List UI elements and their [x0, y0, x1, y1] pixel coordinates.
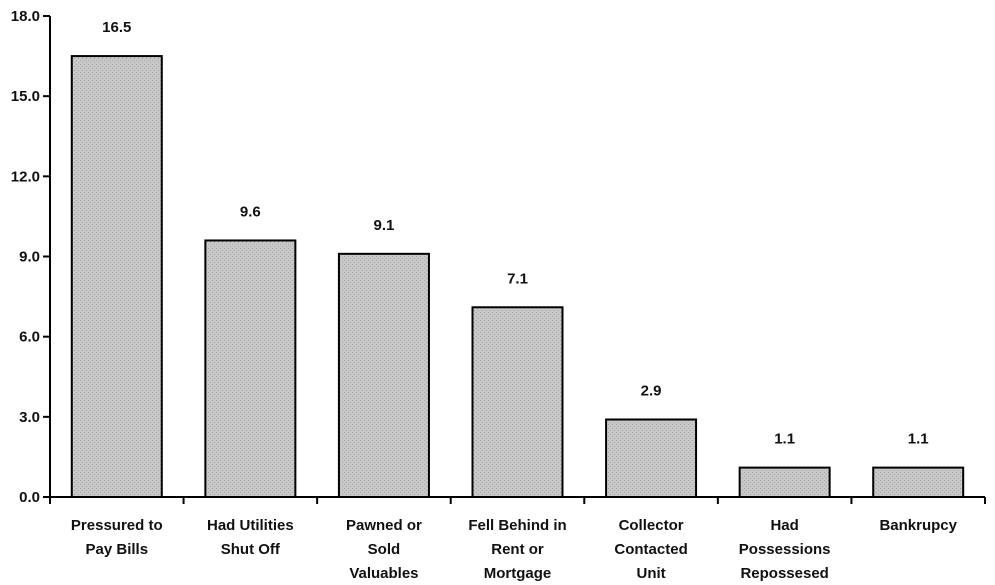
category-label-5: Collector Contacted Unit — [614, 517, 687, 582]
category-label-1: Pressured to Pay Bills — [71, 517, 163, 558]
category-label-line: Fell Behind in — [468, 517, 566, 534]
data-label-6: 1.1 — [774, 431, 795, 448]
data-label-5: 2.9 — [641, 383, 662, 400]
y-tick-label: 6.0 — [19, 329, 40, 346]
category-label-line: Shut Off — [221, 541, 281, 558]
category-label-line: Had — [770, 517, 798, 534]
y-tick-label: 15.0 — [11, 88, 40, 105]
data-labels-layer: 16.5 9.6 9.1 7.1 2.9 1.1 1.1 — [102, 19, 928, 448]
category-label-line: Rent or — [491, 541, 544, 558]
category-label-line: Pressured to — [71, 517, 163, 534]
data-label-7: 1.1 — [908, 431, 929, 448]
category-label-line: Possessions — [739, 541, 831, 558]
category-label-line: Collector — [619, 517, 684, 534]
data-label-4: 7.1 — [507, 270, 528, 287]
data-label-3: 9.1 — [373, 217, 394, 234]
bar-4 — [471, 306, 564, 498]
category-label-line: Pawned or — [346, 517, 422, 534]
category-label-line: Pay Bills — [86, 541, 149, 558]
data-label-2: 9.6 — [240, 203, 261, 220]
category-label-2: Had Utilities Shut Off — [207, 517, 294, 558]
bar-7 — [872, 466, 965, 499]
category-label-line: Had Utilities — [207, 517, 294, 534]
y-tick-label: 0.0 — [19, 489, 40, 506]
category-label-4: Fell Behind in Rent or Mortgage — [468, 517, 566, 582]
axes-layer — [43, 15, 986, 504]
category-label-line: Valuables — [349, 565, 418, 582]
bar-5 — [605, 418, 698, 498]
category-label-line: Repossesed — [740, 565, 828, 582]
bar-6 — [738, 466, 831, 499]
category-label-line: Bankrupcy — [879, 517, 957, 534]
y-tick-label: 12.0 — [11, 168, 40, 185]
category-label-7: Bankrupcy — [879, 517, 957, 534]
bars-layer — [70, 55, 965, 499]
y-tick-labels-layer: 0.0 3.0 6.0 9.0 12.0 15.0 18.0 — [11, 8, 40, 506]
category-label-line: Unit — [636, 565, 665, 582]
y-tick-label: 3.0 — [19, 409, 40, 426]
category-label-3: Pawned or Sold Valuables — [346, 517, 422, 582]
category-label-line: Sold — [368, 541, 401, 558]
category-labels-layer: Pressured to Pay Bills Had Utilities Shut O… — [71, 517, 958, 582]
category-label-6: Had Possessions Repossesed — [739, 517, 831, 582]
data-label-1: 16.5 — [102, 19, 131, 36]
y-tick-label: 9.0 — [19, 249, 40, 266]
bar-1 — [70, 55, 163, 498]
bar-3 — [337, 252, 430, 498]
category-label-line: Contacted — [614, 541, 687, 558]
category-label-line: Mortgage — [484, 565, 552, 582]
bar-2 — [204, 239, 297, 498]
y-tick-label: 18.0 — [11, 8, 40, 25]
